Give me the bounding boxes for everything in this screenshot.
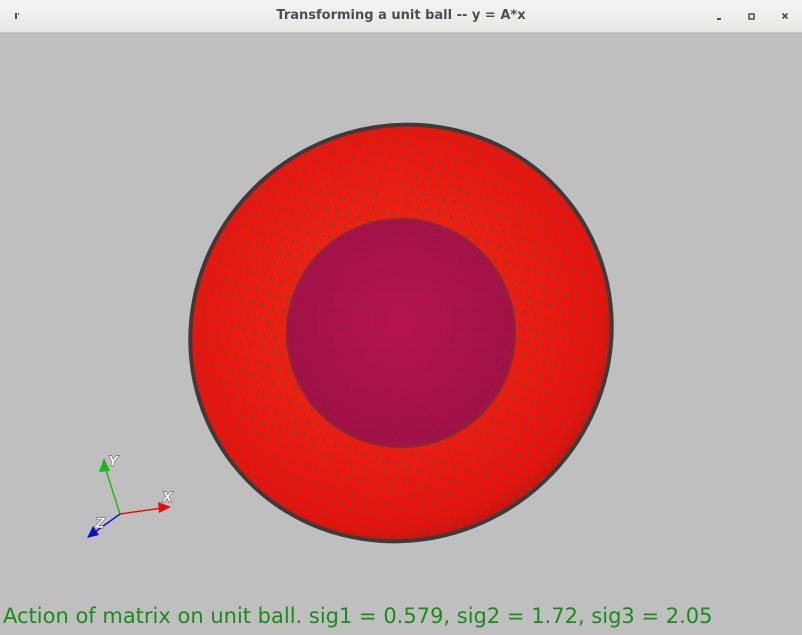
y-axis-line [103,463,121,515]
minimize-icon[interactable] [713,10,725,22]
x-axis-arrow [158,502,171,513]
y-axis-label: Y [108,454,120,470]
maximize-icon[interactable] [745,10,757,22]
unit-sphere [286,218,516,448]
window-title: Transforming a unit ball -- y = A*x [276,8,526,23]
render-viewport[interactable]: Y X Z [0,33,802,635]
caption-text: Action of matrix on unit ball. sig1 = 0.… [3,604,713,628]
x-axis-label: X [161,490,174,506]
axes-widget: Y X Z [87,454,174,538]
window-menu-icon[interactable] [13,11,21,21]
z-axis-arrow [87,526,99,538]
title-bar[interactable]: Transforming a unit ball -- y = A*x [0,0,802,33]
z-axis-line [94,513,121,533]
y-axis-arrow [99,458,110,472]
z-axis-label: Z [94,516,106,532]
close-icon[interactable] [779,10,791,22]
x-axis-line [119,507,163,515]
